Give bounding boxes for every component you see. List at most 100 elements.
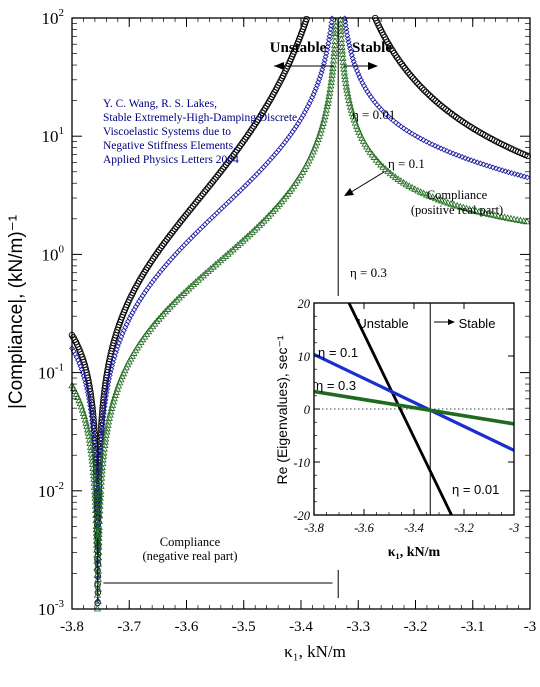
data-point xyxy=(222,161,230,169)
data-point xyxy=(94,559,103,567)
data-point xyxy=(404,69,412,76)
data-point xyxy=(403,127,410,134)
data-point xyxy=(214,171,222,179)
data-point xyxy=(469,206,477,213)
data-point xyxy=(477,160,484,167)
eta-01-label: η = 0.1 xyxy=(388,156,425,171)
data-point xyxy=(93,604,102,612)
data-point xyxy=(211,260,220,268)
data-point xyxy=(105,379,112,386)
data-point xyxy=(112,388,120,395)
compliance-negative-label: Compliance xyxy=(160,535,221,549)
data-point xyxy=(103,424,111,432)
data-point xyxy=(224,159,231,166)
data-point xyxy=(180,289,188,296)
data-point xyxy=(176,219,184,226)
y-tick-label: 102 xyxy=(42,7,65,28)
data-point xyxy=(203,186,210,193)
data-point xyxy=(106,372,113,379)
data-point xyxy=(110,394,118,402)
data-point xyxy=(331,32,339,40)
data-point xyxy=(391,173,400,181)
data-point xyxy=(322,105,331,113)
data-point xyxy=(113,346,120,353)
data-point xyxy=(328,22,335,29)
data-point xyxy=(316,128,324,136)
data-point xyxy=(462,155,469,162)
data-point xyxy=(428,193,437,200)
data-point xyxy=(184,284,193,292)
data-point xyxy=(91,487,99,495)
citation-line: Stable Extremely-High-Damping Discrete xyxy=(103,112,297,124)
data-point xyxy=(517,172,524,179)
data-point xyxy=(99,421,106,428)
data-point xyxy=(419,189,428,197)
data-point xyxy=(436,101,443,108)
data-point xyxy=(505,169,512,176)
data-point xyxy=(523,217,531,225)
data-point xyxy=(88,456,97,464)
data-point xyxy=(194,196,202,204)
data-point xyxy=(325,88,334,96)
data-point xyxy=(174,221,182,228)
data-point xyxy=(98,470,106,477)
data-point xyxy=(106,375,112,382)
main-series-layer xyxy=(68,14,531,612)
data-point xyxy=(503,214,512,221)
data-point xyxy=(173,295,181,303)
data-point xyxy=(434,99,441,106)
data-point xyxy=(437,145,444,152)
data-point xyxy=(225,157,233,164)
data-point xyxy=(414,133,421,140)
data-point xyxy=(92,465,100,472)
data-point xyxy=(472,207,480,214)
data-point xyxy=(465,205,474,213)
data-point xyxy=(372,155,381,163)
data-point xyxy=(106,410,114,418)
data-point xyxy=(409,130,415,137)
data-point xyxy=(194,276,202,283)
data-point xyxy=(96,506,104,514)
data-point xyxy=(248,228,256,235)
main-x-ticks: -3.8 -3.7 -3.6 -3.5 -3.4 -3.3 -3.2 -3.1 -3 xyxy=(60,18,536,635)
data-point xyxy=(426,92,434,99)
data-point xyxy=(319,119,327,126)
data-point xyxy=(499,167,506,174)
data-point xyxy=(82,379,89,386)
series-eta-001 xyxy=(68,14,531,607)
data-point xyxy=(441,197,449,205)
data-point xyxy=(392,119,399,126)
x-tick-label: -3.1 xyxy=(461,619,485,635)
data-point xyxy=(438,102,445,110)
data-point xyxy=(401,65,409,72)
data-point xyxy=(395,121,402,128)
data-point xyxy=(95,523,103,530)
data-point xyxy=(199,271,207,279)
data-point xyxy=(418,84,426,92)
data-point xyxy=(95,530,103,537)
data-point xyxy=(432,142,439,149)
data-point xyxy=(206,182,214,189)
data-point xyxy=(328,71,336,78)
data-point xyxy=(411,185,419,192)
data-point xyxy=(109,362,115,369)
data-point xyxy=(516,216,525,224)
data-point xyxy=(313,138,321,146)
data-point xyxy=(100,444,108,452)
data-point xyxy=(170,298,179,305)
data-point xyxy=(402,180,411,188)
data-point xyxy=(243,232,252,240)
data-point xyxy=(90,432,97,439)
inset-stable-label: Stable xyxy=(459,316,496,331)
data-point xyxy=(110,356,117,363)
data-point xyxy=(324,43,331,50)
data-point xyxy=(500,213,509,221)
data-point xyxy=(330,52,338,60)
data-point xyxy=(94,597,102,604)
data-point xyxy=(327,29,334,36)
data-point xyxy=(229,245,237,253)
data-point xyxy=(191,200,198,208)
data-point xyxy=(447,149,453,156)
x-tick-label: -3.2 xyxy=(404,619,428,635)
data-point xyxy=(94,548,103,555)
